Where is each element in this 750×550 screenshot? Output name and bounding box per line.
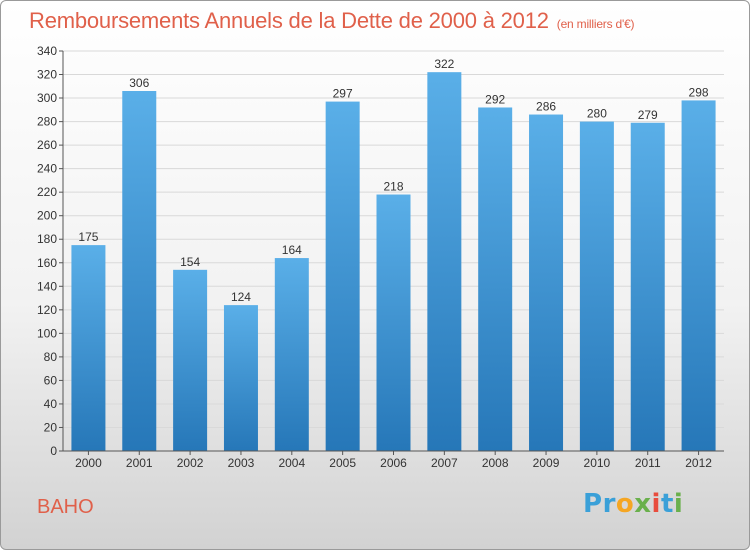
logo-letter: i [673,489,684,519]
bar [223,305,258,451]
bar [122,91,157,451]
y-tick-label: 40 [44,397,58,411]
y-tick-label: 260 [37,138,57,152]
x-tick-label: 2004 [278,456,305,470]
y-tick-label: 240 [37,162,57,176]
bar [376,194,411,451]
bar-value-label: 175 [78,230,98,244]
bar-value-label: 124 [231,290,251,304]
x-tick-label: 2011 [635,456,661,470]
axes [59,50,724,455]
x-tick-label: 2000 [75,456,102,470]
bar-value-label: 297 [333,87,353,101]
logo-letter: o [615,489,635,519]
bar [427,72,462,452]
bar-value-label: 298 [689,85,709,99]
bar [71,245,106,451]
city-name: BAHO [37,496,94,518]
x-tick-label: 2003 [228,456,255,470]
y-tick-label: 100 [37,326,57,340]
y-tick-label: 200 [37,209,57,223]
bar-value-label: 279 [638,108,658,122]
y-tick-label: 220 [37,185,57,199]
bar [478,107,513,452]
bar [173,269,208,451]
bar [325,101,360,452]
y-tick-label: 300 [37,91,57,105]
x-tick-label: 2005 [329,456,356,470]
logo-letter: r [602,489,616,519]
x-tick-label: 2008 [482,456,509,470]
y-tick-label: 280 [37,115,57,129]
bar-value-label: 286 [536,100,556,114]
y-tick-label: 80 [44,350,58,364]
bar [630,122,665,451]
y-tick-label: 140 [37,279,57,293]
chart-unit: (en milliers d'€) [556,17,635,31]
bar [529,114,564,451]
bar-value-label: 218 [383,180,403,194]
x-tick-label: 2007 [431,456,458,470]
bar-value-label: 322 [434,57,454,71]
bar-value-label: 292 [485,92,505,106]
x-tick-label: 2010 [584,456,611,470]
x-tick-label: 2012 [685,456,712,470]
labels: 0 20 40 60 80 100 120 140 160 180 200 220 240 260 280 3… [37,44,712,470]
bar-value-label: 306 [129,76,149,90]
chart-title: Remboursements Annuels de la Dette de 20… [29,8,635,34]
logo-letter: x [634,489,652,519]
y-tick-label: 160 [37,256,57,270]
logo-letter: i [651,489,661,519]
x-tick-label: 2006 [380,456,407,470]
y-tick-label: 120 [37,303,57,317]
bar [274,258,309,451]
y-tick-label: 20 [44,420,58,434]
proxiti-logo[interactable]: Proxiti [583,489,683,519]
x-tick-label: 2009 [533,456,560,470]
chart-title-text: Remboursements Annuels de la Dette de 20… [29,8,549,33]
logo-letter: P [583,489,603,519]
y-tick-label: 180 [37,232,57,246]
logo-letter: t [660,489,674,519]
y-tick-label: 60 [44,373,58,387]
y-tick-label: 340 [37,44,57,58]
y-tick-label: 0 [50,444,57,458]
bar-value-label: 280 [587,107,607,121]
y-tick-label: 320 [37,68,57,82]
bars [71,72,716,452]
bar [579,121,614,452]
bar-value-label: 164 [282,243,302,257]
x-tick-label: 2001 [126,456,153,470]
x-tick-label: 2002 [177,456,204,470]
bar-value-label: 154 [180,255,200,269]
bar [681,100,716,451]
